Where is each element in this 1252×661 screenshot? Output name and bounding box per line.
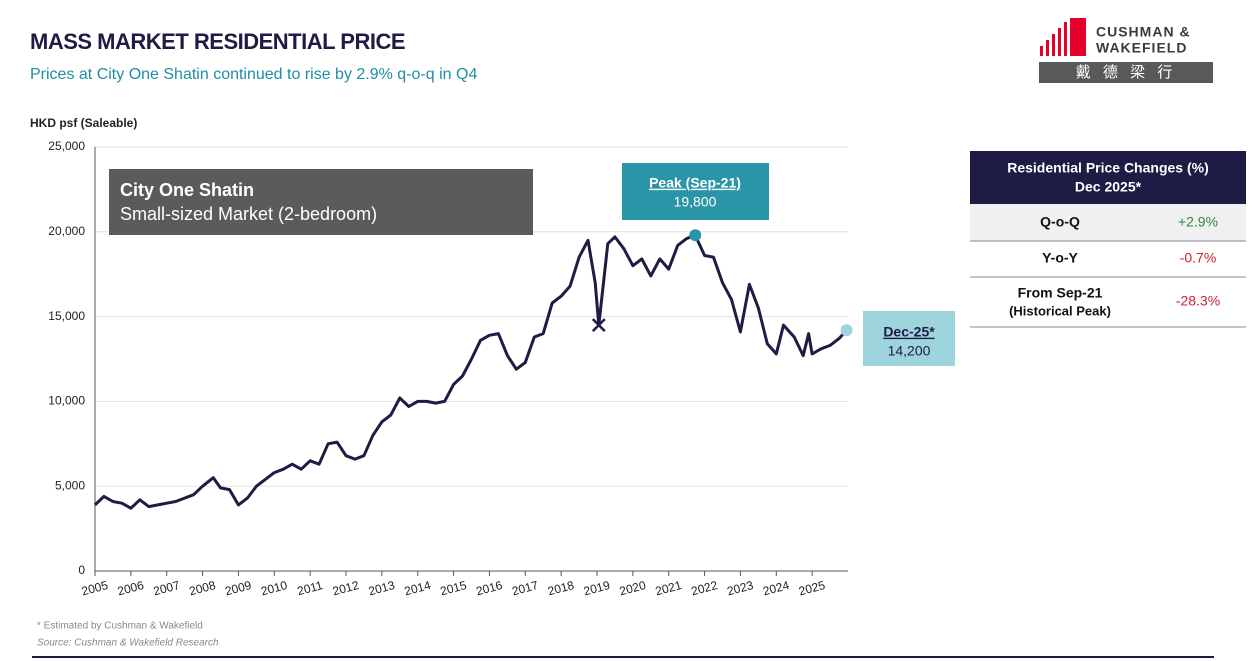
x-tick-label: 2015 [439,578,469,599]
x-tick-label: 2005 [80,578,110,599]
y-tick-label: 5,000 [55,478,85,492]
x-tick-label: 2020 [618,578,648,599]
y-tick-label: 10,000 [48,394,85,408]
x-tick-label: 2012 [331,578,361,599]
x-tick-label: 2007 [152,578,182,599]
table: Residential Price Changes (%) Dec 2025* … [970,151,1246,328]
row-value: -0.7% [1180,250,1217,266]
row-label: From Sep-21 [1018,285,1103,301]
latest-dot [840,324,853,337]
logo-text: 戴 德 梁 行 [1076,63,1177,81]
x-tick-label: 2013 [367,578,397,599]
latest-label: Dec-25* [883,324,935,340]
y-tick-label: 15,000 [48,309,85,323]
y-tick-label: 25,000 [48,139,85,153]
x-tick-label: 2008 [188,578,218,599]
x-tick-label: 2018 [546,578,576,599]
latest-box [863,311,955,366]
x-tick-label: 2021 [654,578,684,599]
info-subtitle: Small-sized Market (2-bedroom) [120,204,377,224]
x-tick-label: 2014 [403,578,433,599]
table-header: Dec 2025* [1075,179,1142,195]
x-tick-label: 2011 [296,578,325,598]
x-tick-label: 2016 [475,578,505,599]
axis-label: HKD psf (Saleable) [30,116,137,130]
logo: CUSHMAN & WAKEFIELD 戴 德 梁 行 [1039,18,1213,83]
info-box [109,169,533,235]
y-tick-label: 0 [78,563,85,577]
x-tick-label: 2010 [259,578,289,599]
x-tick-label: 2025 [797,578,827,599]
row-value: -28.3% [1176,293,1220,309]
plot: 0 5,000 10,000 15,000 20,000 25,000 2005 2006 20… [48,139,955,598]
x-tick-label: 2019 [582,578,612,599]
title: MASS MARKET RESIDENTIAL PRICE [30,29,405,54]
peak-label: Peak (Sep-21) [649,175,741,191]
row-value: +2.9% [1178,214,1218,230]
price-line [93,233,848,510]
footnote: * Estimated by Cushman & Wakefield [37,621,203,632]
subtitle: Prices at City One Shatin continued to r… [30,66,477,83]
peak-dot [689,229,702,242]
table-header: Residential Price Changes (%) [1007,160,1209,176]
latest-value: 14,200 [888,343,931,359]
trough-marker [591,318,606,332]
x-tick-label: 2023 [726,578,756,599]
logo-text: WAKEFIELD [1096,40,1187,56]
logo-text: CUSHMAN & [1096,24,1191,40]
row-label: Y-o-Y [1042,250,1078,266]
x-tick-label: 2024 [761,578,791,599]
footnote: Source: Cushman & Wakefield Research [37,638,219,649]
x-tick-label: 2009 [224,578,254,599]
row-label: Q-o-Q [1040,214,1080,230]
info-title: City One Shatin [120,180,254,200]
y-tick-label: 20,000 [48,224,85,238]
x-tick-label: 2017 [510,578,540,599]
x-tick-label: 2022 [690,578,720,599]
peak-value: 19,800 [674,194,717,210]
row-label: (Historical Peak) [1009,303,1111,318]
peak-box [622,163,769,220]
x-tick-label: 2006 [116,578,146,599]
